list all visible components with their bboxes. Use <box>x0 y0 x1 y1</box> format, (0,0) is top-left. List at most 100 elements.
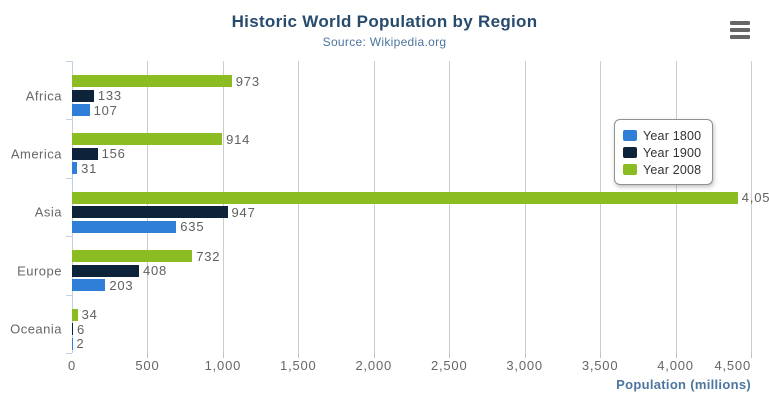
bar-row: 6 <box>72 321 769 337</box>
data-label: 408 <box>143 263 168 279</box>
bar-year-2008[interactable] <box>72 308 78 321</box>
bar-row: 34 <box>72 307 769 323</box>
legend-label: Year 1900 <box>643 145 702 160</box>
bar-row: 914 <box>72 131 769 147</box>
bar-row: 947 <box>72 205 769 220</box>
bar-row: 973 <box>72 73 769 89</box>
x-axis-tick <box>751 353 752 358</box>
x-tick-label: 2,500 <box>430 358 468 373</box>
data-label: 6 <box>76 321 86 337</box>
gridline <box>449 61 451 353</box>
x-tick-label: 3,500 <box>581 358 619 373</box>
data-label: 133 <box>97 88 122 103</box>
legend-item-year-2008[interactable]: Year 2008 <box>623 161 704 178</box>
legend-swatch <box>623 164 637 175</box>
bar-year-1800[interactable] <box>72 162 78 175</box>
bar-row: 4,054 <box>72 190 769 206</box>
chart-title: Historic World Population by Region <box>231 12 538 31</box>
gridline <box>600 61 602 353</box>
bar-year-2008[interactable] <box>72 250 193 263</box>
data-label: 34 <box>81 307 98 323</box>
x-tick-label: 500 <box>135 358 160 373</box>
bar-row: 635 <box>72 219 769 235</box>
x-axis-title: Population (millions) <box>616 377 751 392</box>
x-axis-tick <box>600 353 602 358</box>
category-label: Africa <box>25 88 62 103</box>
category-axis-tick <box>66 119 72 121</box>
bar-year-1900[interactable] <box>72 264 139 277</box>
legend-item-year-1900[interactable]: Year 1900 <box>623 144 704 161</box>
category-axis-tick <box>66 353 72 354</box>
data-label: 914 <box>226 131 251 147</box>
gridline <box>298 61 300 353</box>
gridline <box>373 61 375 353</box>
data-label: 156 <box>101 146 126 162</box>
bar-year-1800[interactable] <box>72 220 177 233</box>
category-axis-tick <box>66 61 72 62</box>
legend-item-year-1800[interactable]: Year 1800 <box>623 127 704 144</box>
category-axis-tick <box>66 177 72 179</box>
data-label: 973 <box>235 73 260 89</box>
x-tick-label: 0 <box>67 358 77 373</box>
category-axis-tick <box>66 236 72 238</box>
category-label: Oceania <box>10 321 62 337</box>
category-group-asia: Asia 4,054 947 635 <box>35 178 769 236</box>
bar-year-1800[interactable] <box>72 279 106 292</box>
category-label: America <box>10 146 62 162</box>
legend-label: Year 2008 <box>643 162 702 177</box>
x-axis-tick <box>147 353 149 358</box>
bar-row: 133 <box>72 88 769 103</box>
data-label: 31 <box>81 160 98 176</box>
gridline <box>751 61 752 353</box>
legend-swatch <box>623 130 637 141</box>
x-tick-label: 1,500 <box>280 358 317 373</box>
category-label: Europe <box>17 263 62 279</box>
gridline <box>675 61 677 353</box>
data-label: 4,054 <box>741 190 769 206</box>
category-group-africa: Africa 973 133 107 <box>26 61 751 119</box>
category-group-europe: Europe 732 408 203 <box>17 236 751 294</box>
x-tick-label: 4,000 <box>657 358 694 373</box>
bar-year-1900[interactable] <box>72 147 98 160</box>
bar-year-1800[interactable] <box>72 104 90 116</box>
hamburger-icon <box>730 21 752 39</box>
data-label: 107 <box>93 102 118 118</box>
export-menu-button[interactable] <box>727 18 755 42</box>
data-label: 732 <box>196 248 221 264</box>
legend-swatch <box>623 147 637 158</box>
bar-year-1900[interactable] <box>72 323 73 336</box>
legend-label: Year 1800 <box>643 128 702 143</box>
gridline <box>524 61 526 353</box>
bar-row: 408 <box>72 263 769 279</box>
bar-year-2008[interactable] <box>72 191 738 204</box>
bar-row: 156 <box>72 146 769 162</box>
category-label: Asia <box>34 204 62 220</box>
category-group-america: America 914 156 31 <box>11 119 751 177</box>
x-axis-tick <box>222 353 224 358</box>
x-axis-tick <box>449 353 451 358</box>
bar-row: 2 <box>72 336 769 352</box>
legend: Year 1800 Year 1900 Year 2008 <box>614 119 713 185</box>
x-tick-label: 1,000 <box>204 358 242 373</box>
x-axis-tick <box>675 353 677 358</box>
bar-row: 203 <box>72 277 769 293</box>
x-tick-label: 4,500 <box>714 358 751 373</box>
category-group-oceania: Oceania 34 6 2 <box>10 295 751 353</box>
bar-year-2008[interactable] <box>72 75 232 87</box>
x-axis-labels: 0 500 1,000 1,500 2,000 2,500 3,000 3,500 4,000 4… <box>68 358 751 374</box>
data-label: 203 <box>109 277 134 293</box>
bar-row: 732 <box>72 248 769 264</box>
bar-year-2008[interactable] <box>72 133 223 146</box>
data-label: 2 <box>76 336 85 352</box>
x-tick-label: 3,000 <box>506 358 543 373</box>
category-axis-tick <box>66 294 72 296</box>
x-axis-tick <box>298 353 300 358</box>
bar-year-1900[interactable] <box>72 89 94 102</box>
bar-row: 31 <box>72 160 769 176</box>
chart-subtitle: Source: Wikipedia.org <box>322 35 447 49</box>
bar-year-1900[interactable] <box>72 206 228 219</box>
x-tick-label: 2,000 <box>355 358 393 373</box>
data-label: 635 <box>180 219 205 235</box>
